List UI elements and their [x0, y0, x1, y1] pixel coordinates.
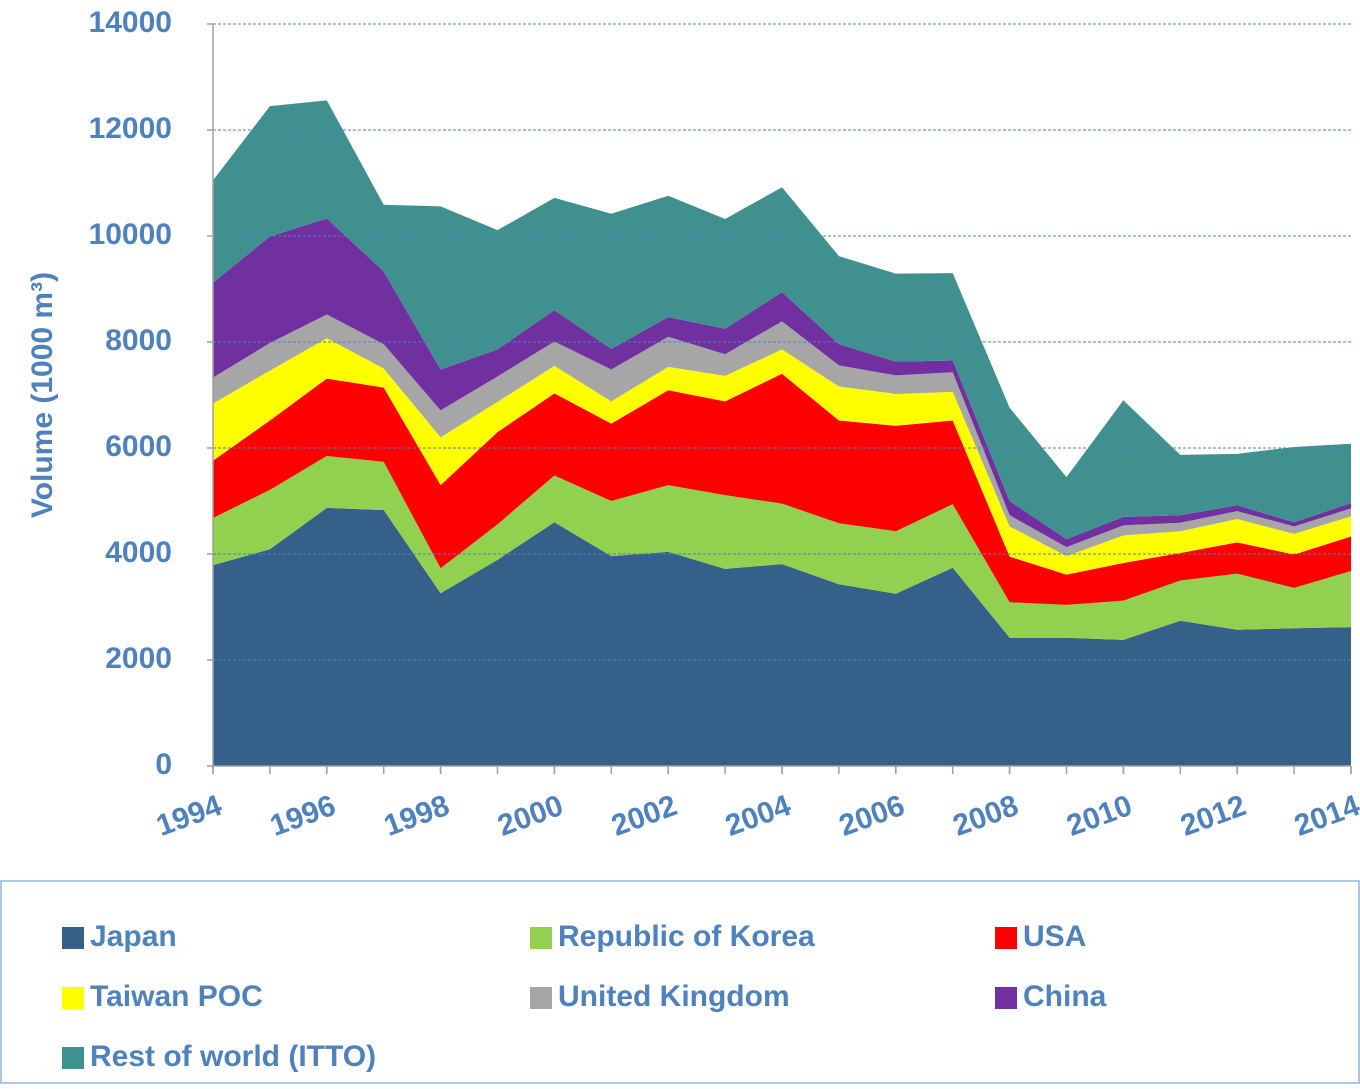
- legend-label: USA: [1023, 920, 1086, 953]
- x-tick-label: 2004: [721, 789, 795, 843]
- y-tick-label: 0: [155, 748, 172, 781]
- legend-swatch: [995, 987, 1017, 1009]
- legend-swatch: [62, 927, 84, 949]
- x-tick-label: 1996: [266, 789, 340, 843]
- legend-label: United Kingdom: [558, 980, 790, 1013]
- legend-swatch: [995, 927, 1017, 949]
- y-tick-label: 8000: [105, 324, 172, 357]
- legend-label: Republic of Korea: [558, 920, 815, 953]
- x-tick-label: 2000: [493, 789, 567, 843]
- legend-swatch: [62, 1047, 84, 1069]
- legend-label: China: [1023, 980, 1107, 1013]
- x-tick-label: 2010: [1062, 789, 1136, 843]
- y-tick-label: 14000: [89, 6, 172, 39]
- x-tick-label: 2012: [1176, 789, 1250, 843]
- legend-label: Japan: [90, 920, 177, 953]
- y-tick-label: 2000: [105, 642, 172, 675]
- legend-swatch: [530, 987, 552, 1009]
- y-axis-label: Volume (1000 m³): [26, 272, 59, 518]
- legend-box: [0, 880, 1360, 1084]
- area: [213, 338, 1351, 575]
- area: [213, 507, 1351, 766]
- area: [213, 455, 1351, 640]
- x-tick-label: 2002: [607, 789, 681, 843]
- x-tick-label: 1994: [152, 789, 226, 843]
- x-tick-label: 1998: [380, 789, 454, 843]
- legend-label: Taiwan POC: [90, 980, 263, 1013]
- area: [213, 218, 1351, 548]
- legend-swatch: [62, 987, 84, 1009]
- y-tick-label: 12000: [89, 112, 172, 145]
- area: [213, 314, 1351, 557]
- x-tick-label: 2006: [835, 789, 909, 843]
- legend-label: Rest of world (ITTO): [90, 1040, 376, 1073]
- x-tick-label: 2014: [1290, 789, 1360, 843]
- y-tick-label: 6000: [105, 430, 172, 463]
- y-tick-label: 4000: [105, 536, 172, 569]
- area: [213, 100, 1351, 540]
- y-tick-label: 10000: [89, 218, 172, 251]
- x-tick-label: 2008: [949, 789, 1023, 843]
- legend-swatch: [530, 927, 552, 949]
- area: [213, 373, 1351, 605]
